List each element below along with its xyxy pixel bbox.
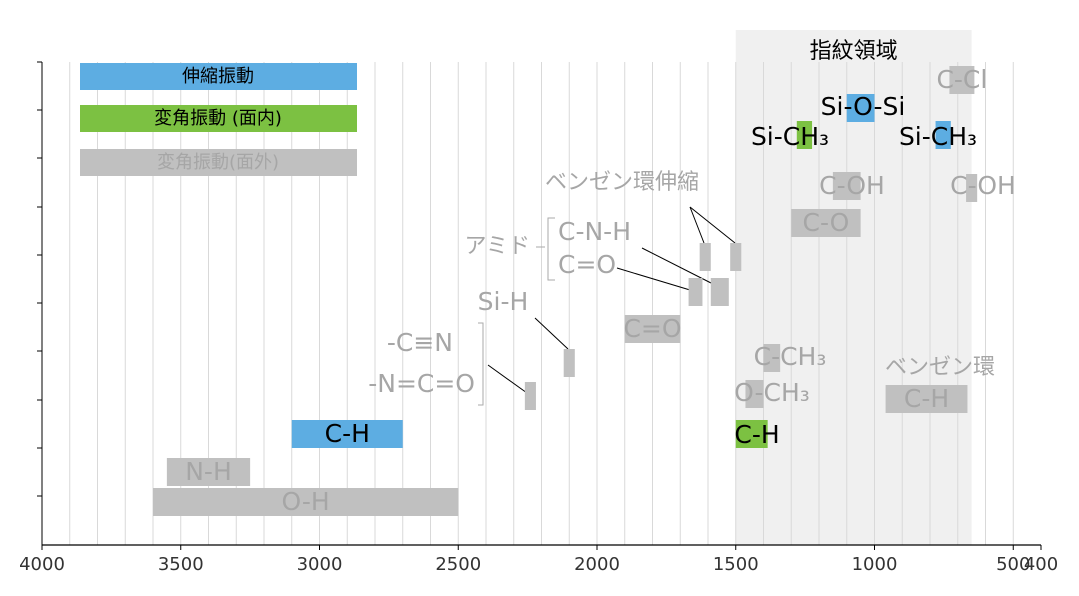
band	[735, 420, 768, 448]
bracket	[478, 322, 484, 406]
band	[730, 243, 742, 271]
band-label: C=O	[623, 314, 681, 343]
band-label: Si-O-Si	[821, 92, 906, 121]
x-tick-label: 4000	[19, 554, 65, 575]
legend-label: 伸縮振動	[182, 66, 254, 87]
leader-line	[487, 364, 528, 394]
band	[563, 349, 575, 377]
legend-swatch	[80, 105, 357, 132]
leader-line	[616, 267, 691, 291]
region-label: 指紋領域	[810, 39, 898, 64]
band	[153, 488, 459, 516]
legend-swatch	[80, 149, 357, 176]
band	[745, 380, 764, 408]
x-tick-label: 500	[996, 554, 1030, 575]
band-label: C-Cl	[936, 65, 987, 94]
annotation: -C≡N	[387, 328, 453, 357]
annotation: ベンゼン環伸縮	[545, 170, 699, 195]
band	[791, 209, 861, 237]
band	[688, 278, 703, 306]
annotation: C-N-H	[558, 217, 631, 246]
band	[966, 174, 978, 202]
x-tick-label: 3500	[158, 554, 204, 575]
band	[832, 172, 861, 200]
band	[524, 382, 536, 410]
x-tick-label: 1000	[852, 554, 898, 575]
band-label: Si-CH₃	[751, 122, 829, 151]
band	[935, 121, 951, 149]
annotation: C=O	[558, 250, 616, 279]
legend-swatch	[80, 63, 357, 90]
x-tick-label: 400	[1024, 554, 1058, 575]
leader-line	[641, 247, 712, 284]
band	[796, 121, 813, 149]
band-label: Si-H	[478, 287, 529, 316]
x-tick-label: 3000	[297, 554, 343, 575]
x-tick-label: 2000	[574, 554, 620, 575]
x-tick-label: 2500	[435, 554, 481, 575]
band	[885, 385, 968, 413]
band	[763, 344, 781, 372]
band-label: C-H	[325, 419, 370, 448]
band-label: C-H	[904, 384, 949, 413]
band-label: C-O	[803, 208, 850, 237]
band	[166, 458, 251, 486]
band	[699, 243, 711, 271]
band	[949, 66, 975, 94]
legend-label: 変角振動 (面内)	[154, 108, 282, 129]
band-label: N-H	[185, 457, 232, 486]
band-label: O-CH₃	[734, 378, 810, 407]
band	[846, 94, 875, 122]
band	[710, 278, 729, 306]
band-label: C-H	[734, 420, 779, 449]
band	[624, 315, 681, 343]
band-label: C-CH₃	[754, 342, 827, 371]
annotation: -N=C=O	[368, 369, 475, 398]
leader-lines	[478, 206, 736, 406]
x-tick-label: 1500	[713, 554, 759, 575]
band-label: Si-CH₃	[899, 122, 977, 151]
band-label: O-H	[282, 487, 330, 516]
band	[291, 420, 403, 448]
annotation: ベンゼン環	[885, 355, 995, 380]
bracket	[547, 217, 555, 281]
leader-line	[534, 317, 569, 350]
annotation: アミド	[464, 234, 530, 259]
leader-line	[689, 206, 705, 244]
legend-label: 変角振動(面外)	[157, 152, 279, 173]
band-label: C-OH	[950, 171, 1016, 200]
leader-line	[689, 206, 736, 244]
band-label: C-OH	[819, 171, 885, 200]
